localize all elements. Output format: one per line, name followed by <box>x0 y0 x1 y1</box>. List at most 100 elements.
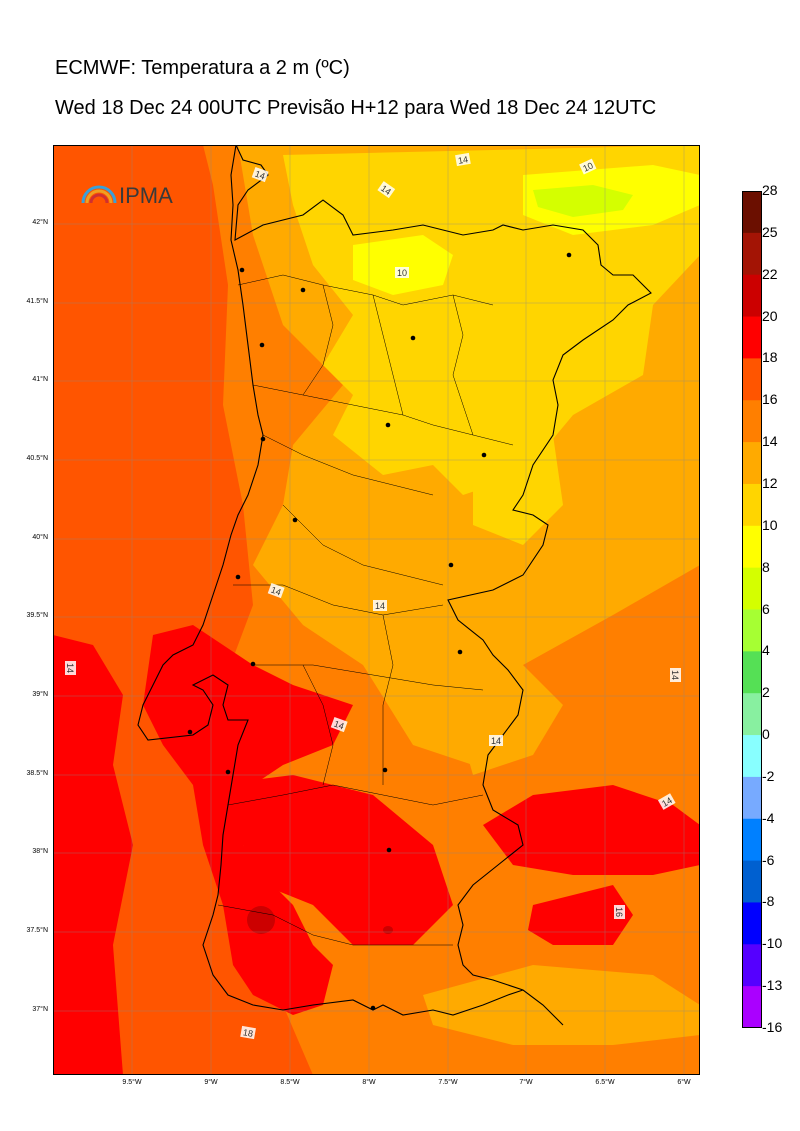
colorbar-tick-label: 8 <box>762 558 770 575</box>
svg-text:10: 10 <box>397 268 407 278</box>
latitude-tick-label: 40°N <box>32 534 48 541</box>
svg-text:14: 14 <box>457 154 469 166</box>
colorbar-tick-label: -2 <box>762 767 775 784</box>
svg-text:14: 14 <box>379 183 393 197</box>
colorbar-segment <box>742 525 762 569</box>
city-dot <box>250 661 256 667</box>
contour-label: 14 <box>65 661 76 675</box>
contour-label: 16 <box>614 905 625 919</box>
svg-text:14: 14 <box>65 663 75 673</box>
contour-labels: 14 14 10 10 14 14 14 14 14 14 14 14 16 18 <box>65 152 681 1040</box>
field-10-12 <box>283 145 700 495</box>
city-dot <box>239 267 245 273</box>
contour-label: 10 <box>579 158 597 175</box>
colorbar-tick-label: 28 <box>762 182 778 198</box>
colorbar-segment <box>742 442 762 485</box>
field-8-10-north <box>353 235 453 295</box>
svg-text:14: 14 <box>491 736 501 746</box>
city-dot <box>187 729 193 735</box>
field-10-12-central <box>473 435 563 545</box>
longitude-tick-label: 6°W <box>677 1079 691 1086</box>
chart-title: ECMWF: Temperatura a 2 m (ºC) <box>55 57 350 79</box>
chart-subtitle: Wed 18 Dec 24 00UTC Previsão H+12 para W… <box>55 97 657 119</box>
contour-label: 14 <box>670 668 681 682</box>
colorbar-segment <box>742 860 762 903</box>
colorbar-tick-label: 10 <box>762 516 778 533</box>
ipma-logo: IPMA <box>81 183 173 208</box>
field-18-20-lisbon <box>143 625 353 1015</box>
logo-arc-icon <box>81 185 117 204</box>
contour-label: 14 <box>377 181 396 199</box>
city-dot <box>410 335 416 341</box>
city-dot <box>300 287 306 293</box>
colorbar-tick-label: 18 <box>762 349 778 366</box>
temperature-map[interactable]: 14 14 10 10 14 14 14 14 14 14 14 14 16 18 IPMA <box>53 145 700 1075</box>
svg-text:14: 14 <box>670 670 680 680</box>
city-dot <box>260 436 266 442</box>
city-markers <box>187 252 572 1011</box>
field-20-22-b <box>383 926 393 934</box>
colorbar-segment <box>742 693 762 736</box>
colorbar-tick-label: -10 <box>762 935 783 952</box>
colorbar-tick-label: 25 <box>762 223 778 240</box>
colorbar-segment <box>742 400 762 443</box>
colorbar-segment <box>742 609 762 652</box>
latitude-tick-label: 39°N <box>32 691 48 698</box>
svg-text:14: 14 <box>270 585 283 598</box>
contour-label: 14 <box>373 600 387 611</box>
city-dot <box>382 767 388 773</box>
longitude-tick-label: 9.5°W <box>122 1079 142 1086</box>
svg-text:14: 14 <box>254 169 267 182</box>
colorbar-tick-label: 6 <box>762 600 770 617</box>
colorbar-segment <box>742 191 762 234</box>
field-12-14-coast <box>423 965 700 1045</box>
svg-text:18: 18 <box>242 1027 254 1039</box>
colorbar-tick-label: -6 <box>762 851 775 868</box>
city-dot <box>386 847 392 853</box>
longitude-tick-label: 7.5°W <box>438 1079 458 1086</box>
colorbar-segment <box>742 944 762 987</box>
country-border <box>234 145 652 1026</box>
contour-label: 14 <box>489 735 503 746</box>
colorbar-tick-label: 4 <box>762 642 770 659</box>
city-dot <box>457 649 463 655</box>
colorbar-tick-label: -13 <box>762 977 783 994</box>
colorbar-segment <box>742 358 762 401</box>
latitude-tick-label: 40.5°N <box>26 455 48 462</box>
colorbar-tick-label: 16 <box>762 391 778 408</box>
colorbar-segment <box>742 902 762 945</box>
city-dot <box>225 769 231 775</box>
colorbar-tick-label: -8 <box>762 893 775 910</box>
longitude-tick-label: 8°W <box>362 1079 376 1086</box>
svg-text:14: 14 <box>375 601 385 611</box>
city-dot <box>292 517 298 523</box>
colorbar-segment <box>742 776 762 820</box>
latitude-tick-label: 37.5°N <box>26 927 48 934</box>
contour-label: 10 <box>395 267 409 278</box>
city-dot <box>385 422 391 428</box>
field-18-20-east <box>528 885 633 945</box>
colorbar-segment <box>742 567 762 610</box>
svg-text:10: 10 <box>581 160 594 173</box>
contour-label: 14 <box>251 166 269 183</box>
city-dot <box>259 342 265 348</box>
colorbar-tick-label: 2 <box>762 684 770 701</box>
colorbar-segment <box>742 986 762 1028</box>
contour-label: 14 <box>455 152 471 167</box>
colorbar-tick-label: -16 <box>762 1019 783 1035</box>
colorbar-segment <box>742 735 762 778</box>
district-borders <box>217 274 514 946</box>
latitude-tick-label: 38.5°N <box>26 770 48 777</box>
latitude-tick-label: 39.5°N <box>26 612 48 619</box>
colorbar-tick-label: 20 <box>762 307 778 324</box>
city-dot <box>566 252 572 258</box>
svg-text:14: 14 <box>333 719 346 732</box>
longitude-tick-label: 8.5°W <box>280 1079 300 1086</box>
city-dot <box>235 574 241 580</box>
latitude-tick-label: 38°N <box>32 848 48 855</box>
svg-text:16: 16 <box>614 907 624 917</box>
city-dot <box>370 1005 376 1011</box>
field-18-20-west <box>53 635 133 1075</box>
colorbar-tick-label: 12 <box>762 474 778 491</box>
field-6-8 <box>533 185 633 217</box>
